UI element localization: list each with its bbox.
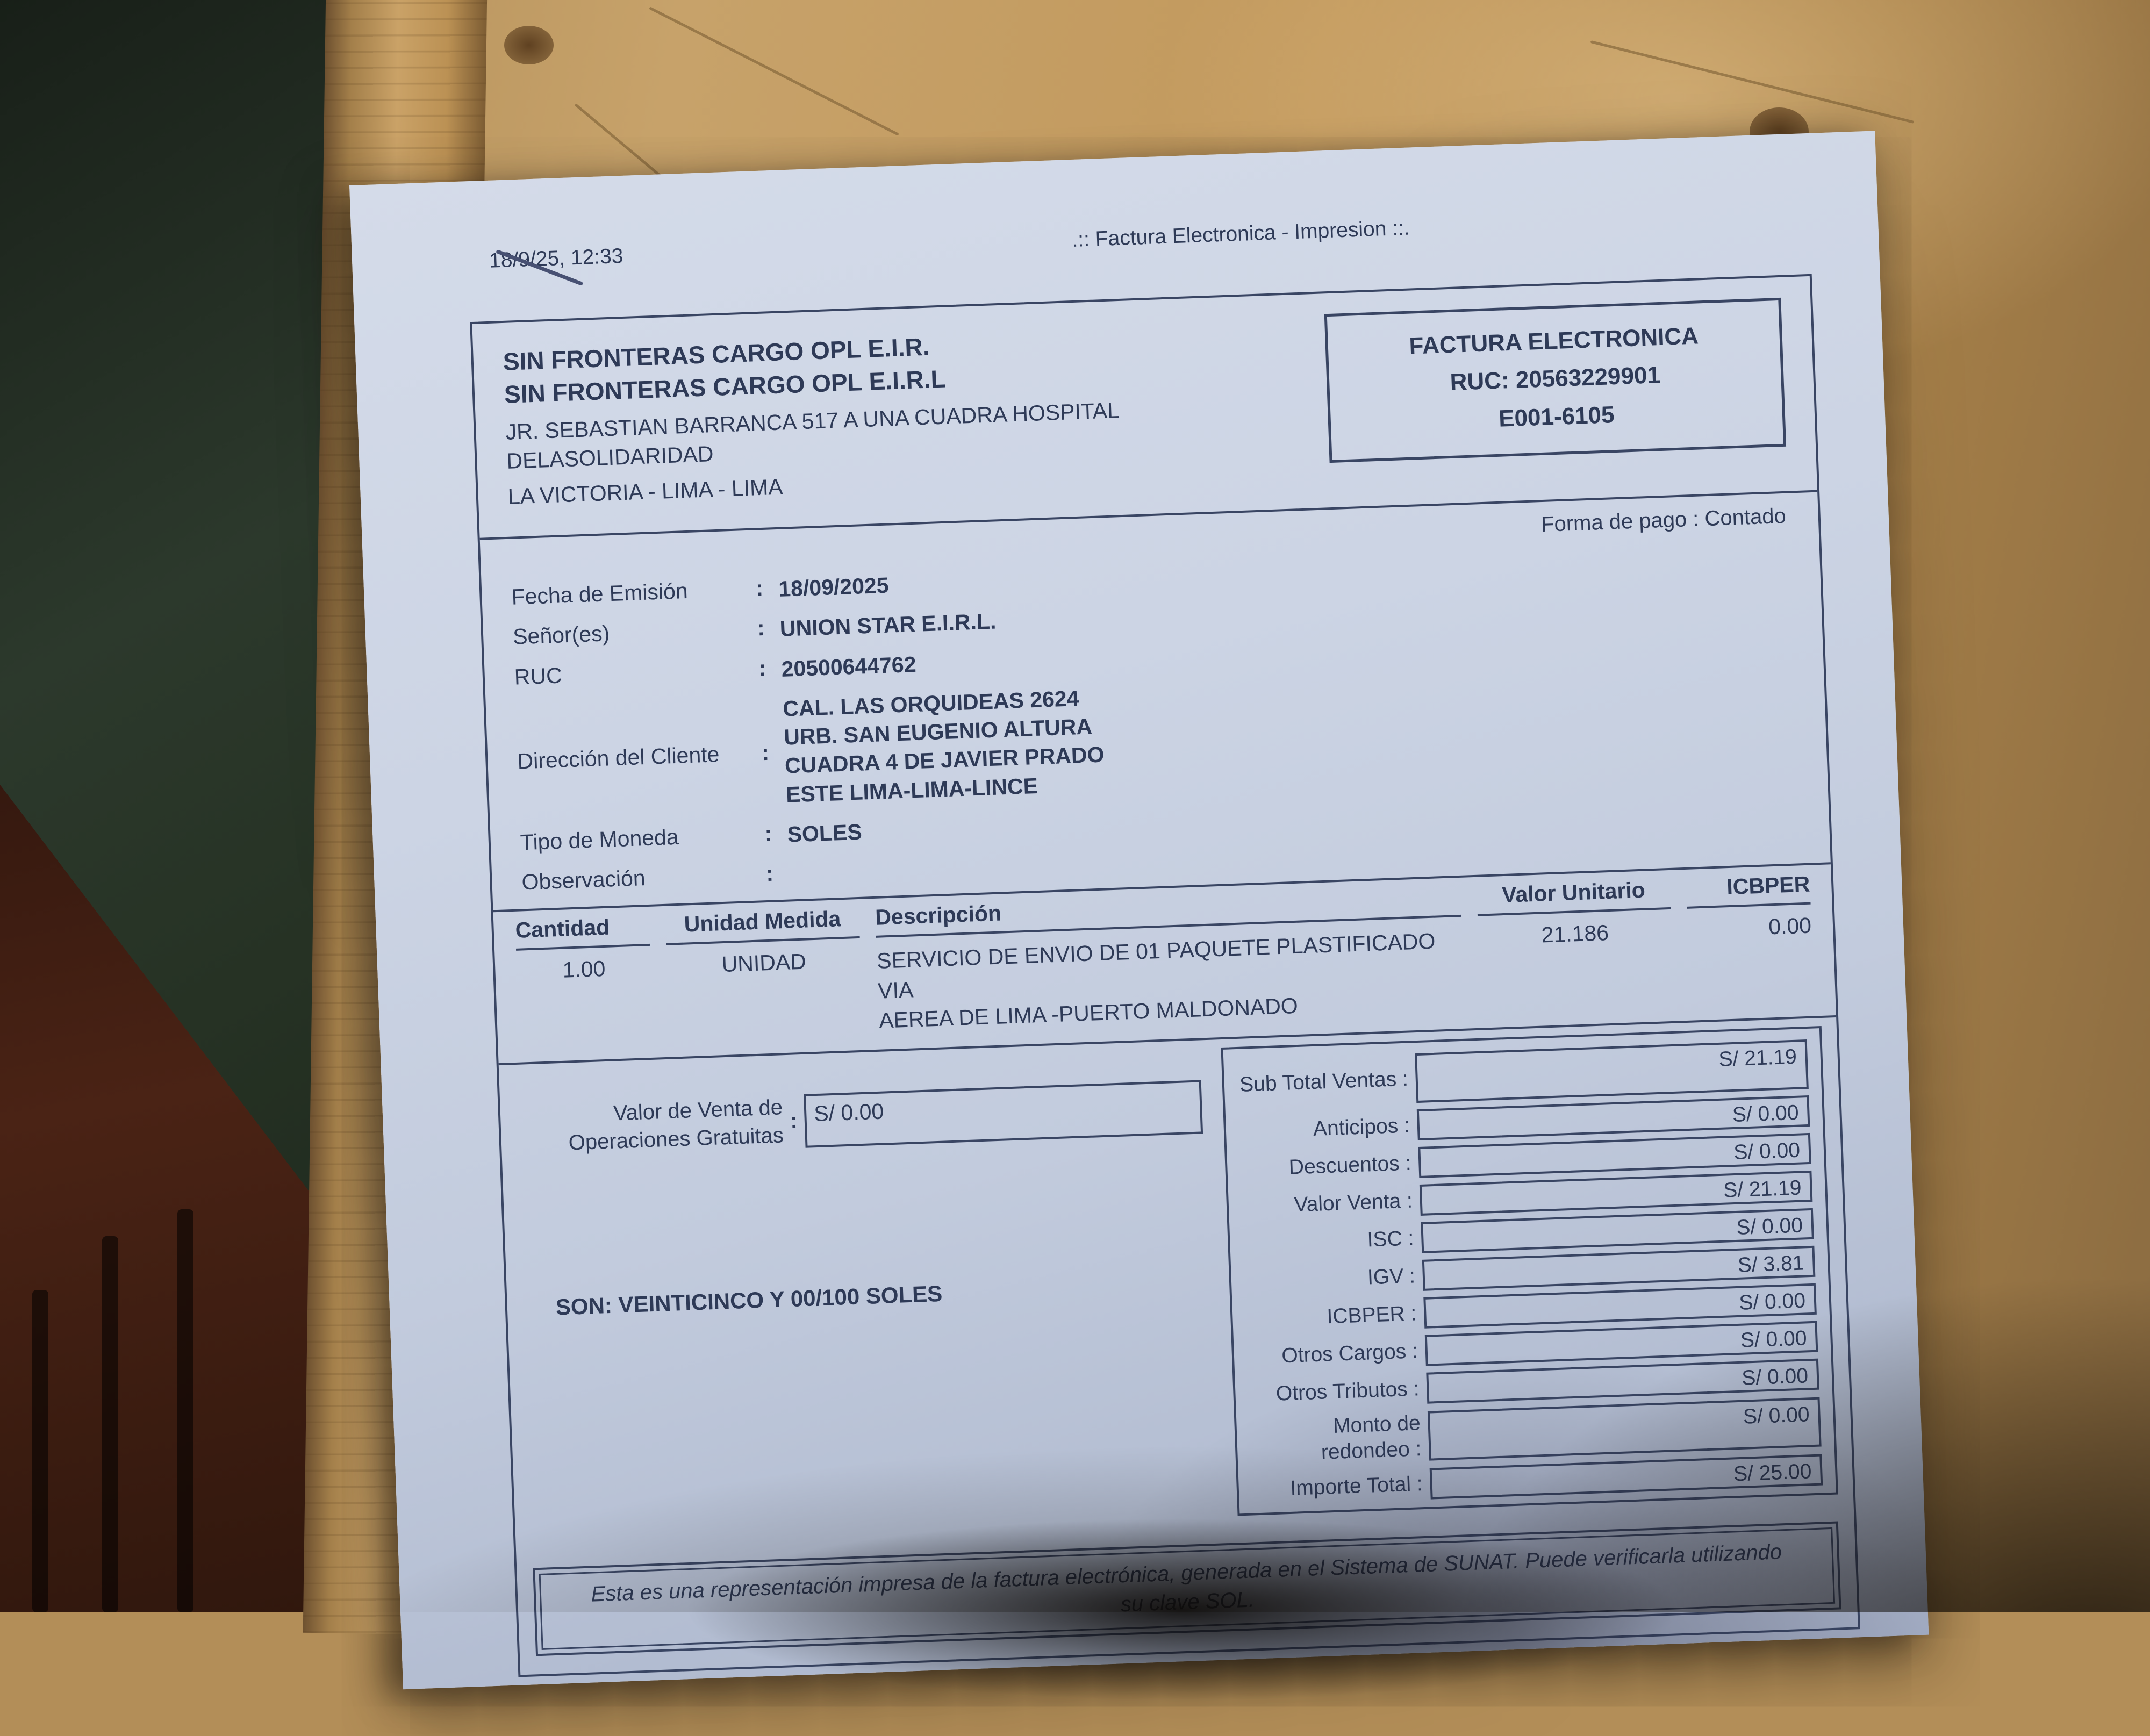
- floor-stripe: [102, 1236, 118, 1612]
- field-colon: :: [755, 575, 764, 601]
- col-header-icbper: ICBPER: [1686, 865, 1811, 909]
- total-value: S/ 21.19: [1723, 1176, 1802, 1203]
- total-value-box: S/ 0.00: [1423, 1283, 1817, 1329]
- total-label: Valor Venta :: [1293, 1189, 1413, 1216]
- payment-method-value: Contado: [1704, 504, 1787, 531]
- field-label: Fecha de Emisión: [511, 578, 689, 609]
- total-value: S/ 0.00: [1733, 1139, 1801, 1165]
- item-unit-value: 21.186: [1540, 920, 1609, 948]
- col-header-cantidad: Cantidad: [514, 907, 650, 951]
- total-label: ISC :: [1366, 1226, 1415, 1252]
- summary-section: Valor de Venta de Operaciones Gratuitas …: [499, 1017, 1854, 1553]
- total-label: Anticipos :: [1313, 1114, 1410, 1140]
- free-operations-colon: :: [790, 1109, 798, 1133]
- field-value: UNION STAR E.I.R.L.: [779, 608, 997, 642]
- free-operations-row: Valor de Venta de Operaciones Gratuitas …: [529, 1079, 1203, 1158]
- total-value: S/ 0.00: [1740, 1326, 1808, 1353]
- total-value-box: S/ 21.19: [1415, 1039, 1809, 1103]
- field-label: Observación: [521, 865, 646, 895]
- field-colon: :: [764, 821, 773, 847]
- field-value: SOLES: [786, 819, 863, 847]
- field-label: Dirección del Cliente: [517, 742, 720, 774]
- field-label: Señor(es): [512, 621, 610, 649]
- free-operations-label: Valor de Venta de Operaciones Gratuitas: [568, 1095, 784, 1155]
- wood-knot: [504, 26, 554, 64]
- total-label: Importe Total :: [1289, 1472, 1423, 1500]
- total-value-box: S/ 0.00: [1421, 1208, 1814, 1254]
- item-unit: UNIDAD: [721, 949, 807, 977]
- col-header-valor-unitario: Valor Unitario: [1476, 870, 1671, 917]
- item-icbper: 0.00: [1768, 913, 1812, 939]
- total-label: Otros Cargos :: [1281, 1339, 1418, 1367]
- item-quantity: 1.00: [562, 956, 606, 983]
- field-colon: :: [758, 655, 767, 680]
- total-label: IGV :: [1367, 1264, 1416, 1289]
- invoice-main-border: SIN FRONTERAS CARGO OPL E.I.R. SIN FRONT…: [470, 274, 1860, 1677]
- payment-method-colon: :: [1692, 507, 1700, 531]
- totals-panel: Sub Total Ventas : S/ 21.19 Anticipos : …: [1221, 1026, 1838, 1516]
- payment-method-label: Forma de pago: [1540, 507, 1687, 537]
- field-label: RUC: [514, 663, 563, 690]
- field-colon: :: [757, 615, 765, 641]
- total-value-box: S/ 0.00: [1418, 1133, 1811, 1179]
- total-value-box: S/ 0.00: [1427, 1397, 1822, 1461]
- total-value: S/ 21.19: [1718, 1045, 1797, 1072]
- total-value: S/ 0.00: [1732, 1101, 1800, 1127]
- amount-in-words: SON: VEINTICINCO Y 00/100 SOLES: [555, 1281, 943, 1320]
- field-value: CAL. LAS ORQUIDEAS 2624 URB. SAN EUGENIO…: [782, 685, 1105, 807]
- item-description: SERVICIO DE ENVIO DE 01 PAQUETE PLASTIFI…: [876, 929, 1436, 1033]
- total-value: S/ 25.00: [1733, 1459, 1812, 1486]
- free-operations-value: S/ 0.00: [813, 1099, 884, 1126]
- total-value: S/ 0.00: [1736, 1214, 1803, 1240]
- total-value: S/ 3.81: [1737, 1251, 1805, 1278]
- field-colon: :: [761, 740, 770, 765]
- total-label: Otros Tributos :: [1275, 1376, 1420, 1405]
- print-page-title: .:: Factura Electronica - Impresion ::.: [1071, 216, 1410, 252]
- field-value: 18/09/2025: [778, 572, 890, 601]
- total-value: S/ 0.00: [1743, 1403, 1810, 1429]
- total-value-box: S/ 25.00: [1429, 1454, 1823, 1500]
- total-value-box: S/ 3.81: [1422, 1246, 1816, 1292]
- total-value-box: S/ 0.00: [1416, 1095, 1810, 1141]
- total-label: Descuentos :: [1288, 1151, 1412, 1179]
- free-operations-value-box: S/ 0.00: [804, 1079, 1203, 1148]
- total-value-box: S/ 0.00: [1424, 1321, 1818, 1367]
- sunat-footer-text: Esta es una representación impresa de la…: [539, 1527, 1836, 1650]
- total-value: S/ 0.00: [1738, 1289, 1806, 1315]
- client-fields: Fecha de Emisión : 18/09/2025 Señor(es) …: [481, 530, 1831, 910]
- floor-stripe: [32, 1290, 48, 1612]
- total-value-box: S/ 21.19: [1419, 1171, 1813, 1216]
- total-label: Sub Total Ventas :: [1239, 1067, 1409, 1096]
- summary-left-column: Valor de Venta de Operaciones Gratuitas …: [499, 1039, 1238, 1553]
- print-timestamp: 18/9/25, 12:33: [489, 244, 624, 272]
- total-value: S/ 0.00: [1741, 1364, 1809, 1390]
- invoice-paper: 18/9/25, 12:33 .:: Factura Electronica -…: [349, 131, 1929, 1690]
- total-label: Monto de redondeo :: [1321, 1411, 1422, 1464]
- field-colon: :: [765, 860, 774, 886]
- total-value-box: S/ 0.00: [1426, 1359, 1819, 1404]
- col-header-unidad: Unidad Medida: [665, 899, 860, 946]
- field-label: Tipo de Moneda: [520, 824, 679, 855]
- total-label: ICBPER :: [1326, 1301, 1417, 1328]
- floor-stripe: [177, 1209, 194, 1612]
- field-value: 20500644762: [780, 651, 917, 682]
- invoice-id-box: FACTURA ELECTRONICA RUC: 20563229901 E00…: [1324, 297, 1787, 463]
